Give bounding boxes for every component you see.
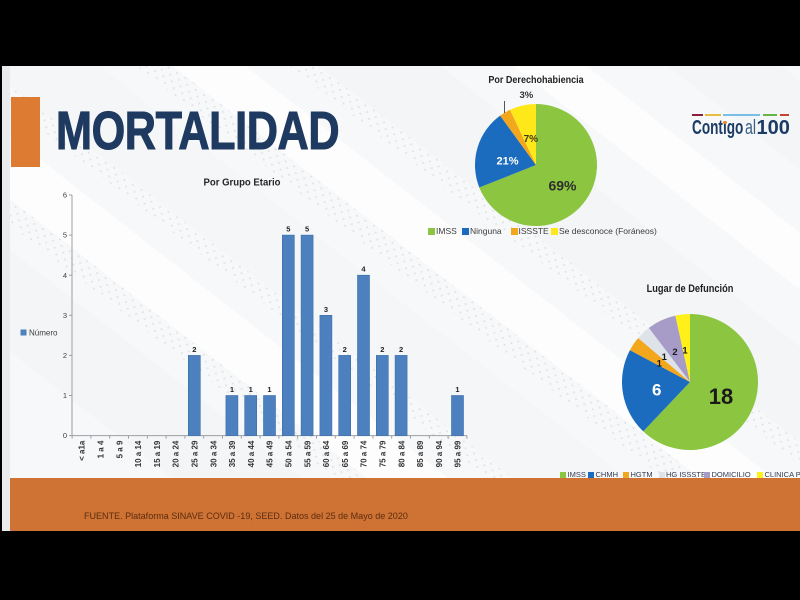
- svg-text:1: 1: [230, 385, 234, 394]
- svg-text:0: 0: [63, 431, 67, 440]
- svg-text:70 a 74: 70 a 74: [360, 440, 369, 467]
- svg-text:90 a 94: 90 a 94: [435, 440, 444, 467]
- svg-text:75 a 79: 75 a 79: [379, 440, 388, 467]
- svg-text:4: 4: [63, 271, 67, 280]
- svg-text:18: 18: [709, 384, 733, 409]
- svg-text:1: 1: [455, 385, 459, 394]
- svg-text:2: 2: [380, 345, 384, 354]
- svg-text:2: 2: [192, 345, 196, 354]
- svg-text:21%: 21%: [496, 156, 518, 168]
- svg-text:85 a 89: 85 a 89: [416, 440, 425, 467]
- svg-text:2: 2: [343, 345, 347, 354]
- svg-text:3: 3: [63, 311, 67, 320]
- svg-text:50 a 54: 50 a 54: [285, 440, 294, 467]
- svg-text:1 a 4: 1 a 4: [97, 440, 106, 458]
- svg-text:20 a 24: 20 a 24: [172, 440, 181, 467]
- svg-text:4: 4: [361, 265, 366, 274]
- svg-text:45 a 49: 45 a 49: [266, 440, 275, 467]
- svg-text:35 a 39: 35 a 39: [228, 440, 237, 467]
- svg-text:30 a 34: 30 a 34: [209, 440, 218, 467]
- svg-text:15 a 19: 15 a 19: [153, 440, 162, 467]
- svg-text:3: 3: [324, 305, 328, 314]
- svg-text:95 a 99: 95 a 99: [454, 440, 463, 467]
- svg-text:55 a 59: 55 a 59: [303, 440, 312, 467]
- svg-text:2: 2: [63, 351, 67, 360]
- svg-text:2: 2: [672, 347, 677, 358]
- svg-text:5: 5: [286, 225, 290, 234]
- svg-text:5: 5: [305, 225, 309, 234]
- svg-text:Número: Número: [29, 329, 58, 338]
- svg-text:1: 1: [662, 352, 668, 363]
- svg-text:1: 1: [63, 391, 67, 400]
- svg-text:5: 5: [63, 231, 67, 240]
- svg-text:2: 2: [399, 345, 403, 354]
- svg-text:1: 1: [267, 385, 271, 394]
- svg-text:Por Grupo Etario: Por Grupo Etario: [204, 177, 281, 189]
- svg-text:80 a 84: 80 a 84: [397, 440, 406, 467]
- svg-text:1: 1: [657, 359, 663, 370]
- svg-text:6: 6: [652, 381, 661, 400]
- svg-text:6: 6: [63, 191, 67, 200]
- svg-text:69%: 69%: [548, 178, 577, 194]
- svg-text:7%: 7%: [524, 134, 539, 145]
- svg-text:60 a 64: 60 a 64: [322, 440, 331, 467]
- svg-text:65 a 69: 65 a 69: [341, 440, 350, 467]
- svg-text:10 a 14: 10 a 14: [134, 440, 143, 467]
- svg-text:1: 1: [249, 385, 253, 394]
- svg-text:5 a 9: 5 a 9: [115, 440, 124, 458]
- svg-text:1: 1: [682, 346, 688, 357]
- svg-text:25 a 29: 25 a 29: [191, 440, 200, 467]
- svg-text:< a1a: < a1a: [78, 440, 87, 461]
- svg-text:40 a 44: 40 a 44: [247, 440, 256, 467]
